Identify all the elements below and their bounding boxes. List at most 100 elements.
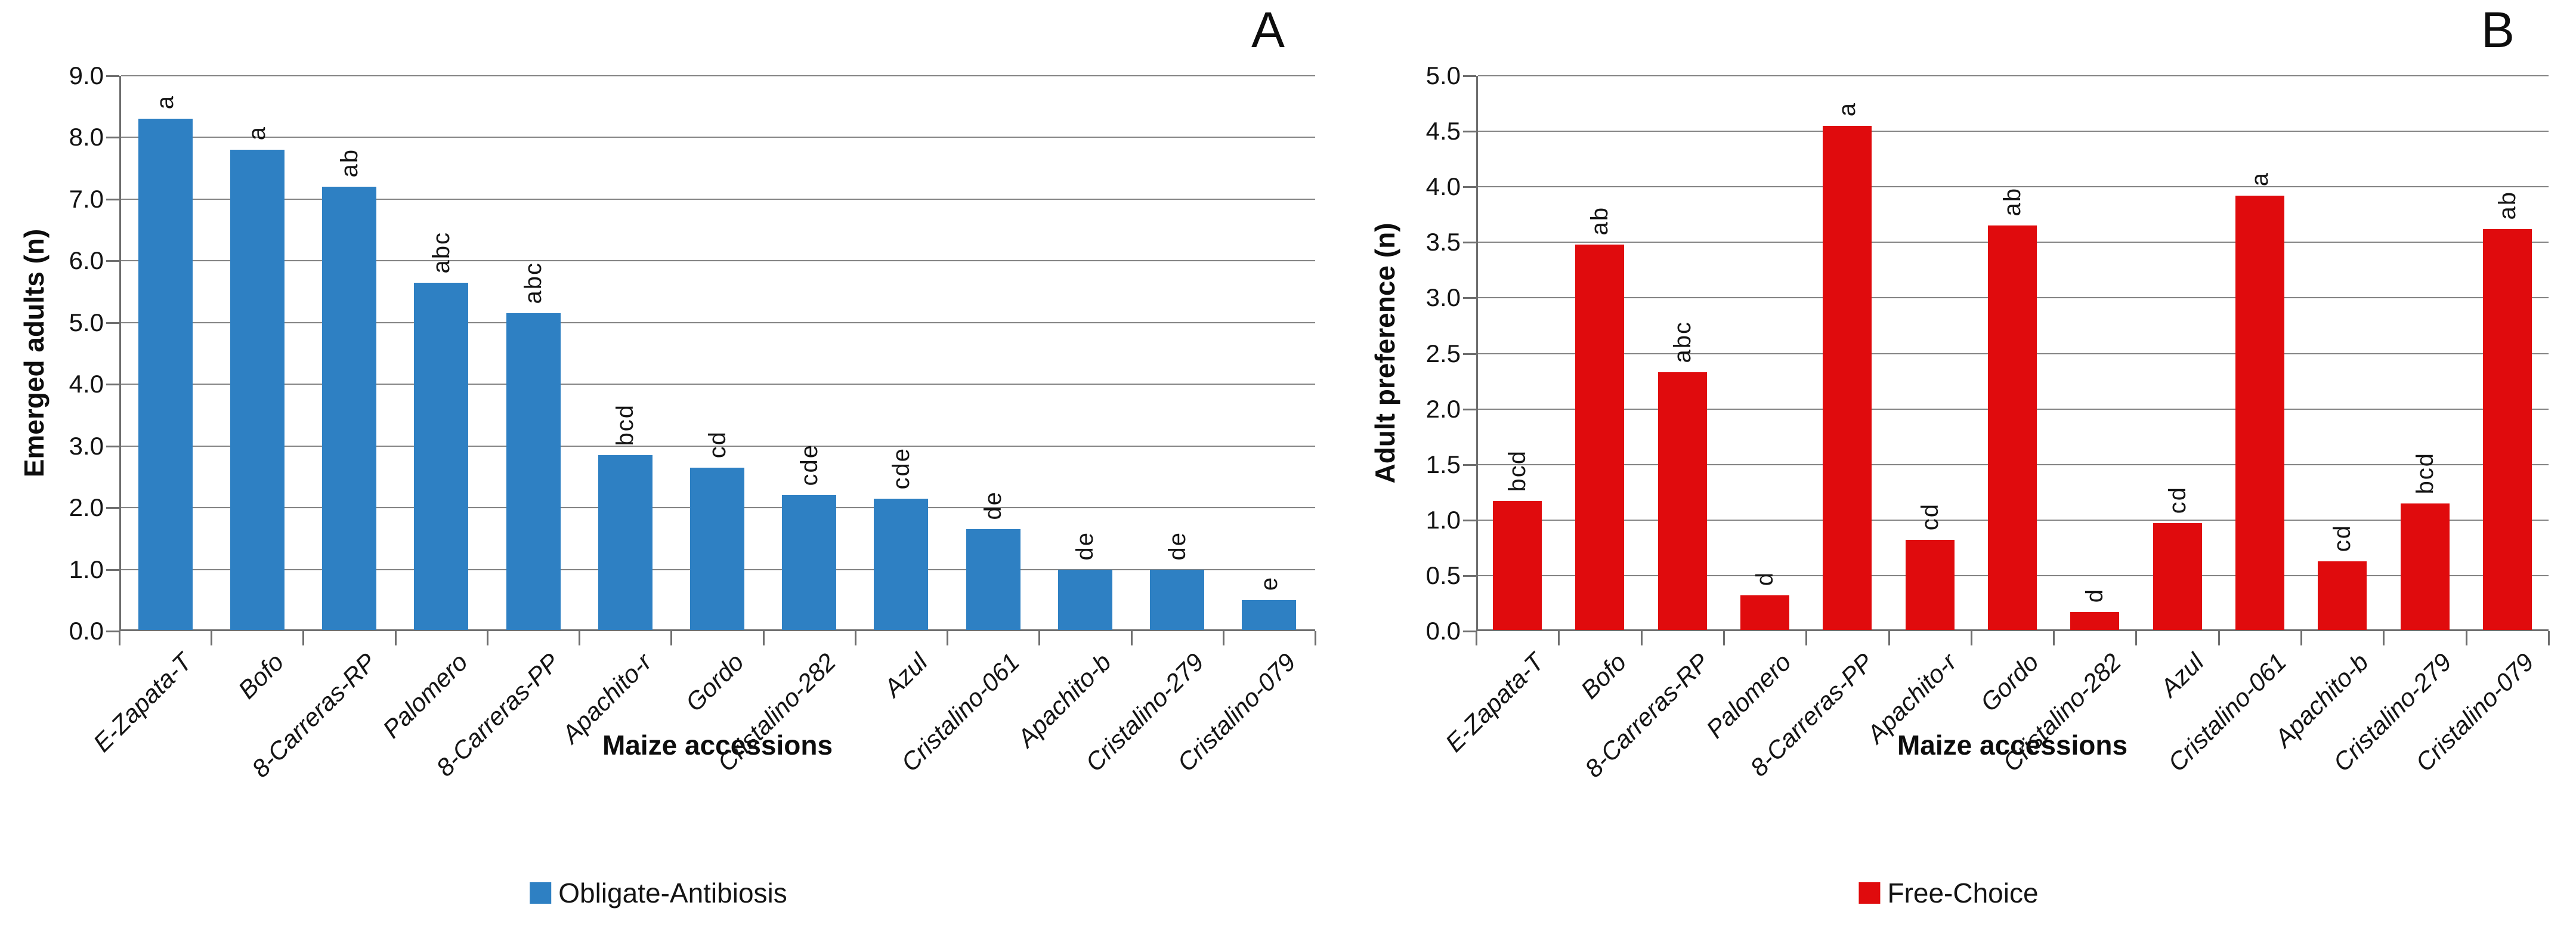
- panel-a-bar-Palomero: [414, 283, 468, 630]
- panel-a-y-tick-label: 7.0: [69, 184, 104, 213]
- panel-b-y-tick-label: 3.0: [1425, 283, 1461, 312]
- panel-a-bar-Gordo: [690, 468, 744, 630]
- panel-b-gridline: [1478, 75, 2549, 76]
- panel-a-x-tick-mark: [579, 631, 580, 645]
- panel-a-bar-E-Zapata-T: [138, 119, 193, 630]
- panel-a-letter: A: [1251, 2, 1285, 58]
- panel-a-y-tick-label: 8.0: [69, 123, 104, 152]
- panel-b-x-category-label: Bofo: [1575, 647, 1632, 704]
- panel-b-bar-Cristalino-282: [2070, 612, 2119, 630]
- panel-a-x-tick-mark: [395, 631, 397, 645]
- panel-b-bar-Palomero: [1740, 595, 1789, 630]
- panel-b-x-category-label: Azul: [2155, 647, 2210, 702]
- panel-a-x-tick-mark: [487, 631, 488, 645]
- panel-a-x-category-label: Gordo: [680, 647, 750, 717]
- panel-b-bar-E-Zapata-T: [1493, 501, 1542, 630]
- panel-a-x-category-label: Azul: [879, 647, 933, 702]
- panel-b-letter: B: [2481, 2, 2515, 58]
- panel-b-y-tick-mark: [1463, 297, 1476, 299]
- panel-b-y-tick-label: 1.0: [1425, 505, 1461, 534]
- panel-b-y-tick-label: 0.0: [1425, 617, 1461, 645]
- panel-a-y-tick-mark: [106, 260, 119, 262]
- panel-a-gridline: [121, 322, 1315, 323]
- panel-a-x-tick-mark: [1038, 631, 1040, 645]
- panel-a-bar-Apachito-b: [1058, 570, 1112, 630]
- panel-a-x-tick-mark: [119, 631, 120, 645]
- panel-b-x-tick-mark: [2466, 631, 2467, 645]
- panel-a-gridline: [121, 260, 1315, 262]
- panel-b-significance-letter: a: [1834, 101, 1860, 116]
- panel-a-significance-letter: a: [152, 94, 178, 109]
- panel-a-y-tick-label: 6.0: [69, 246, 104, 275]
- panel-a-significance-letter: abc: [428, 231, 454, 274]
- panel-a-x-axis-title: Maize accessions: [602, 730, 833, 761]
- panel-b-y-tick-label: 4.5: [1425, 117, 1461, 146]
- panel-b-significance-letter: abc: [1669, 320, 1696, 363]
- panel-a-x-tick-mark: [211, 631, 212, 645]
- panel-a-y-tick-mark: [106, 75, 119, 77]
- panel-a-y-tick-label: 5.0: [69, 308, 104, 336]
- panel-a-x-tick-mark: [855, 631, 856, 645]
- panel-a-y-tick-mark: [106, 384, 119, 386]
- panel-b-x-tick-mark: [2053, 631, 2055, 645]
- panel-a-x-tick-mark: [763, 631, 765, 645]
- panel-a-y-tick-label: 9.0: [69, 61, 104, 89]
- panel-b-y-tick-mark: [1463, 242, 1476, 244]
- panel-a-gridline: [121, 384, 1315, 385]
- panel-b-x-tick-mark: [2300, 631, 2302, 645]
- panel-a-x-tick-mark: [302, 631, 304, 645]
- panel-a-gridline: [121, 137, 1315, 138]
- panel-a-gridline: [121, 445, 1315, 447]
- panel-a-x-tick-mark: [1131, 631, 1133, 645]
- panel-b-x-tick-mark: [1888, 631, 1890, 645]
- panel-b-x-tick-mark: [1971, 631, 1972, 645]
- panel-b-significance-letter: cd: [1917, 502, 1943, 530]
- panel-b-x-category-label: Gordo: [1975, 647, 2045, 717]
- panel-a-significance-letter: abc: [520, 261, 546, 304]
- panel-a-bar-Bofo: [230, 150, 284, 630]
- panel-b-significance-letter: a: [2247, 171, 2273, 186]
- panel-a-significance-letter: de: [1164, 531, 1190, 561]
- panel-b-significance-letter: ab: [2494, 190, 2521, 220]
- panel-a-significance-letter: de: [980, 490, 1006, 520]
- panel-a-x-tick-mark: [1315, 631, 1316, 645]
- panel-a-significance-letter: e: [1256, 576, 1282, 591]
- panel-a-y-tick-label: 2.0: [69, 493, 104, 522]
- panel-b-significance-letter: d: [1752, 571, 1778, 586]
- panel-a-x-category-label: Palomero: [377, 647, 474, 744]
- panel-a-gridline: [121, 198, 1315, 200]
- panel-b-x-tick-mark: [1723, 631, 1725, 645]
- panel-b-x-tick-mark: [2548, 631, 2550, 645]
- panel-a-significance-letter: cde: [888, 447, 914, 490]
- panel-b-bar-Bofo: [1575, 245, 1624, 630]
- panel-b-y-tick-label: 5.0: [1425, 61, 1461, 89]
- panel-b-y-tick-label: 2.5: [1425, 339, 1461, 367]
- panel-b-legend-label: Free-Choice: [1887, 877, 2039, 909]
- panel-a-x-tick-mark: [670, 631, 672, 645]
- panel-b-y-tick-mark: [1463, 75, 1476, 77]
- panel-b-x-tick-mark: [1476, 631, 1477, 645]
- panel-b-bar-Cristalino-279: [2401, 503, 2450, 630]
- panel-b-y-tick-mark: [1463, 131, 1476, 133]
- panel-a-y-tick-label: 3.0: [69, 431, 104, 460]
- panel-a-y-tick-mark: [106, 568, 119, 571]
- panel-b-significance-letter: cd: [2164, 486, 2191, 514]
- panel-a-x-category-label: E-Zapata-T: [87, 647, 197, 758]
- panel-b-y-tick-label: 2.0: [1425, 394, 1461, 423]
- panel-b-y-tick-mark: [1463, 519, 1476, 521]
- panel-a-y-tick-mark: [106, 445, 119, 447]
- panel-b-x-tick-mark: [1558, 631, 1560, 645]
- panel-a-y-tick-mark: [106, 198, 119, 200]
- panel-a-y-tick-label: 0.0: [69, 617, 104, 645]
- panel-a-legend-swatch-icon: [530, 882, 552, 904]
- panel-b-y-tick-mark: [1463, 186, 1476, 189]
- panel-b-gridline: [1478, 131, 2549, 132]
- panel-b-significance-letter: cd: [2329, 524, 2355, 552]
- panel-a-significance-letter: bcd: [612, 403, 638, 446]
- panel-b-bar-Cristalino-079: [2483, 229, 2532, 630]
- panel-b-y-tick-mark: [1463, 408, 1476, 410]
- panel-a-y-tick-label: 4.0: [69, 370, 104, 398]
- panel-b-y-tick-label: 4.0: [1425, 172, 1461, 201]
- panel-b-bar-Apachito-b: [2318, 561, 2367, 630]
